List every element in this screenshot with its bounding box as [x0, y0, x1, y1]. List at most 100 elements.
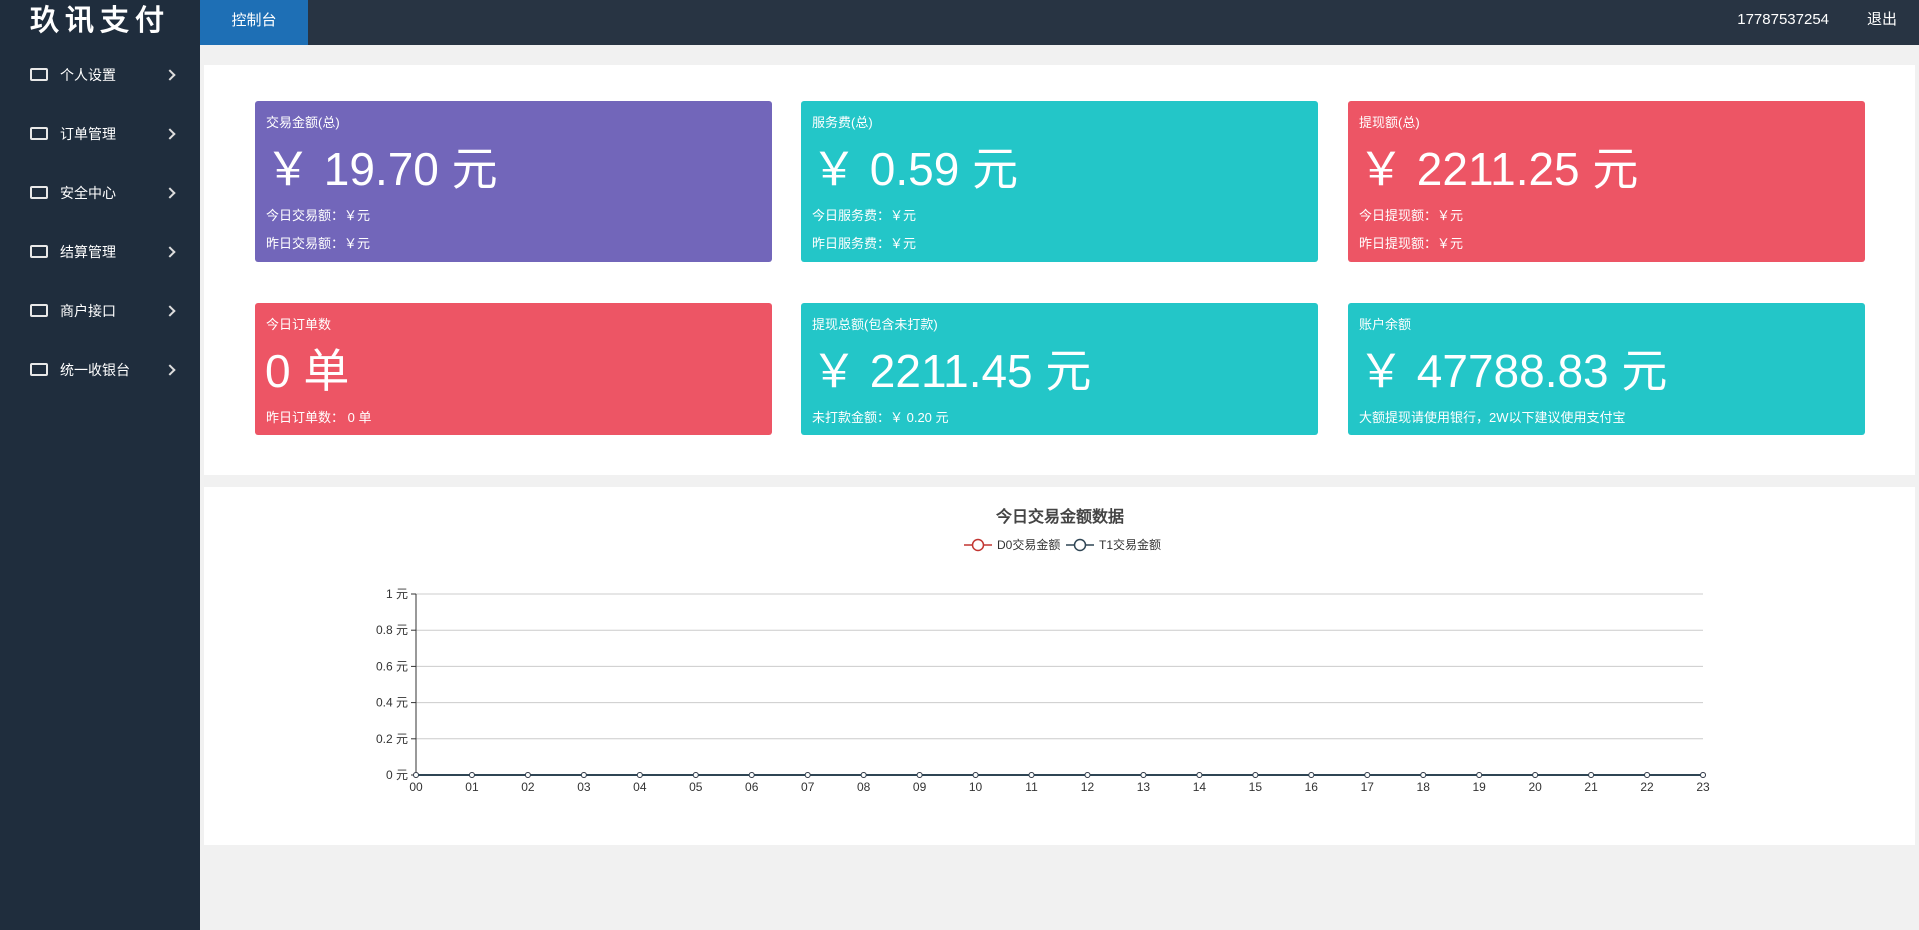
card-title: 账户余额 — [1359, 317, 1412, 332]
y-tick-label: 0.4 元 — [376, 696, 408, 710]
data-point — [1252, 772, 1259, 778]
stat-card: 账户余额 ￥ 47788.83 元大额提现请使用银行，2W以下建议使用支付宝 — [1348, 303, 1865, 435]
nav-icon — [30, 304, 48, 317]
nav-arrow — [164, 246, 176, 258]
nav-item[interactable]: 结算管理 — [0, 232, 200, 272]
nav-item[interactable]: 统一收银台 — [0, 350, 200, 390]
card-amount: ￥ 0.59 元 — [811, 143, 1019, 195]
sidebar: 个人设置订单管理安全中心结算管理商户接口统一收银台 — [0, 45, 200, 930]
card-title: 服务费(总) — [812, 115, 873, 130]
card-amount: ￥ 47788.83 元 — [1358, 345, 1668, 397]
data-point — [1084, 772, 1091, 778]
card-line: 大额提现请使用银行，2W以下建议使用支付宝 — [1359, 410, 1626, 425]
x-tick-label: 23 — [1696, 780, 1710, 794]
nav-item[interactable]: 订单管理 — [0, 114, 200, 154]
data-point — [1420, 772, 1427, 778]
x-tick-label: 05 — [689, 780, 703, 794]
x-tick-label: 14 — [1193, 780, 1207, 794]
data-point — [1308, 772, 1315, 778]
data-point — [1476, 772, 1483, 778]
stat-card: 今日订单数 0 单昨日订单数： 0 单 — [255, 303, 772, 435]
data-point — [1700, 772, 1706, 778]
x-tick-label: 18 — [1417, 780, 1431, 794]
data-point — [1028, 772, 1035, 778]
stats-panel: 交易金额(总) ￥ 19.70 元今日交易额：￥元 昨日交易额：￥元 服务费(总) ￥ … — [204, 65, 1915, 475]
x-tick-label: 07 — [801, 780, 815, 794]
x-tick-label: 16 — [1305, 780, 1319, 794]
x-tick-label: 04 — [633, 780, 647, 794]
stat-card: 交易金额(总) ￥ 19.70 元今日交易额：￥元 昨日交易额：￥元 — [255, 101, 772, 262]
legend-label: T1交易金额 — [1099, 537, 1161, 552]
card-amount: 0 单 — [265, 345, 350, 397]
card-title: 提现额(总) — [1359, 115, 1420, 130]
data-point — [636, 772, 643, 778]
y-tick-label: 0.8 元 — [376, 623, 408, 637]
data-point — [916, 772, 923, 778]
nav-item[interactable]: 商户接口 — [0, 291, 200, 331]
nav-item[interactable]: 安全中心 — [0, 173, 200, 213]
logo[interactable]: 玖讯支付 — [0, 0, 200, 45]
data-point — [804, 772, 811, 778]
x-tick-label: 21 — [1584, 780, 1598, 794]
user[interactable]: 17787537254 — [1737, 11, 1829, 28]
data-point — [1364, 772, 1371, 778]
y-tick-label: 0.6 元 — [376, 659, 408, 673]
y-tick-label: 0.2 元 — [376, 732, 408, 746]
data-point — [1644, 772, 1651, 778]
nav-icon — [30, 68, 48, 81]
nav-arrow — [164, 187, 176, 199]
data-point — [468, 772, 475, 778]
x-tick-label: 12 — [1081, 780, 1095, 794]
x-tick-label: 11 — [1025, 780, 1038, 794]
nav-arrow — [164, 69, 176, 81]
card-line: 昨日订单数： 0 单 — [266, 410, 372, 425]
x-tick-label: 00 — [409, 780, 423, 794]
stat-card: 提现总额(包含未打款) ￥ 2211.45 元未打款金额：￥ 0.20 元 — [801, 303, 1318, 435]
card-amount: ￥ 2211.45 元 — [811, 345, 1092, 397]
card-title: 今日订单数 — [266, 317, 332, 332]
card-title: 提现总额(包含未打款) — [812, 317, 938, 332]
logout[interactable]: 退出 — [1866, 11, 1897, 28]
data-point — [748, 772, 755, 778]
y-tick-label: 1 元 — [386, 587, 408, 601]
data-point — [1588, 772, 1595, 778]
nav-item[interactable]: 个人设置 — [0, 55, 200, 95]
data-point — [1196, 772, 1203, 778]
data-point — [580, 772, 587, 778]
card-amount: ￥ 2211.25 元 — [1358, 143, 1639, 195]
data-point — [1532, 772, 1539, 778]
nav-icon — [30, 186, 48, 199]
x-tick-label: 19 — [1472, 780, 1486, 794]
x-tick-label: 20 — [1528, 780, 1542, 794]
card-title: 交易金额(总) — [266, 115, 340, 130]
stat-card: 服务费(总) ￥ 0.59 元今日服务费：￥元 昨日服务费：￥元 — [801, 101, 1318, 262]
legend-marker — [971, 538, 985, 552]
data-point — [692, 772, 699, 778]
chart: 今日交易金额数据 0 元 0.2 元 0.4 元 0.6 元 0.8 元 1 元 00 01 0… — [376, 507, 1710, 794]
x-tick-label: 22 — [1640, 780, 1654, 794]
card-line: 昨日服务费：￥元 — [812, 236, 917, 251]
nav-icon — [30, 245, 48, 258]
data-point — [1140, 772, 1147, 778]
legend-marker — [1073, 538, 1087, 552]
y-tick-label: 0 元 — [386, 768, 408, 782]
x-tick-label: 03 — [577, 780, 591, 794]
card-line: 未打款金额：￥ 0.20 元 — [812, 410, 949, 425]
data-point — [972, 772, 979, 778]
x-tick-label: 15 — [1249, 780, 1263, 794]
chart-title: 今日交易金额数据 — [995, 507, 1124, 526]
card-line: 今日交易额：￥元 — [266, 208, 371, 223]
x-tick-label: 06 — [745, 780, 759, 794]
x-tick-label: 13 — [1137, 780, 1151, 794]
data-point — [413, 772, 419, 778]
chart-panel: 今日交易金额数据 0 元 0.2 元 0.4 元 0.6 元 0.8 元 1 元 00 01 0… — [204, 487, 1915, 845]
data-point — [860, 772, 867, 778]
card-line: 昨日提现额：￥元 — [1359, 236, 1464, 251]
x-tick-label: 08 — [857, 780, 871, 794]
data-point — [524, 772, 531, 778]
card-line: 今日服务费：￥元 — [812, 208, 917, 223]
legend-label: D0交易金额 — [997, 537, 1060, 552]
tab[interactable]: 控制台 — [200, 0, 308, 45]
